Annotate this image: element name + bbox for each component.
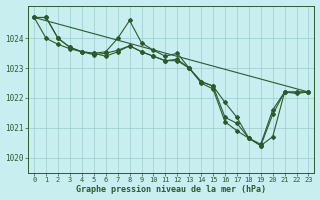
X-axis label: Graphe pression niveau de la mer (hPa): Graphe pression niveau de la mer (hPa)	[76, 185, 266, 194]
